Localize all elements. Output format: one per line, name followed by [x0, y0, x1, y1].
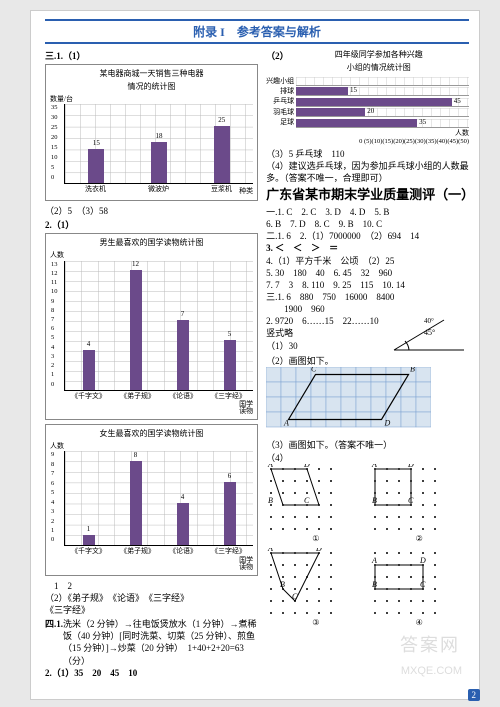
svg-text:B: B [372, 580, 377, 589]
svg-text:D: D [384, 419, 391, 428]
a2d: 5. 30 180 40 6. 45 32 960 [266, 267, 469, 279]
exam-title: 广东省某市期末学业质量测评（一） [266, 186, 469, 204]
a3: 三.1. 6 880 750 16000 8400 [266, 291, 469, 303]
chart2-ylab: 人数 [50, 251, 253, 260]
chart3-ylab: 人数 [50, 442, 253, 451]
chart1-title1: 某电器商城一天销售三种电器 [50, 69, 253, 80]
dot-panels: ADBC①ADBC②ADBC③ADBC④ [266, 464, 469, 630]
a1: 一.1. C 2. C 3. D 4. D 5. B [266, 206, 469, 218]
svg-text:A: A [267, 548, 273, 553]
svg-text:D: D [407, 464, 414, 469]
chart4-ticks: 0 (5)(10)(15)(20)(25)(30)(35)(40)(45)(50… [266, 138, 469, 147]
svg-text:B: B [410, 367, 415, 374]
page-header: 附录 I 参考答案与解析 [45, 19, 469, 44]
chart3-box: 女生最喜欢的国学读物统计图 人数 01234567891846《千字文》《弟子规… [45, 424, 258, 576]
a2: 二.1. 6 2.（1）7000000 （2）694 14 [266, 230, 469, 242]
a1b: 6. B 7. D 8. C 9. B 10. C [266, 218, 469, 230]
svg-text:D: D [303, 464, 310, 469]
svg-text:45°: 45° [424, 328, 435, 337]
a2c: 4.（1）平方千米 公顷 （2）25 [266, 255, 469, 267]
svg-text:C: C [408, 496, 414, 505]
svg-text:40°: 40° [424, 317, 434, 325]
left-column: 三.1.（1） 某电器商城一天销售三种电器 情况的统计图 数量/台 051015… [45, 50, 258, 679]
sec-4-2: 2.（1）35 20 45 10 [45, 667, 258, 679]
chart1: 05101520253035151825洗衣机微波炉豆浆机种类 [50, 104, 253, 196]
svg-text:B: B [372, 496, 377, 505]
ans-2c: 《三字经》 [45, 604, 258, 616]
svg-text:B: B [280, 580, 285, 589]
svg-text:D: D [419, 556, 426, 565]
sec-2-label: 2.（1） [45, 219, 258, 231]
chart1-title2: 情况的统计图 [50, 82, 253, 93]
chart2-title: 男生最喜欢的国学读物统计图 [50, 238, 253, 249]
chart3-title: 女生最喜欢的国学读物统计图 [50, 429, 253, 440]
sec-3-1-label: 三.1.（1） [45, 50, 258, 62]
chart1-ylab: 数量/台 [50, 95, 253, 104]
right-column: （2） 四年级同学参加各种兴趣 小组的情况统计图 兴趣小组排球15乒乓球45羽毛… [266, 50, 469, 679]
ans-2a: 1 2 [45, 580, 258, 592]
ans-3-1: （2）5 （3）58 [45, 205, 258, 217]
a3e: （2）画图如下。 [266, 355, 469, 367]
watermark-url: MXQE.COM [401, 665, 462, 677]
a3b: 1900 960 [266, 303, 469, 315]
r-ans2: （4）建议选乒乓球，因为参加乒乓球小组的人数最多。（答案不唯一，合理即可） [266, 160, 469, 184]
chart4-title1: 四年级同学参加各种兴趣 [289, 50, 469, 61]
a2e: 7. 7 3 8. 110 9. 25 115 10. 14 [266, 279, 469, 291]
page: 附录 I 参考答案与解析 三.1.（1） 某电器商城一天销售三种电器 情况的统计… [30, 10, 480, 700]
svg-text:A: A [267, 464, 273, 469]
svg-text:B: B [268, 496, 273, 505]
svg-text:A: A [283, 419, 289, 428]
chart2-box: 男生最喜欢的国学读物统计图 人数 01234567891011121341275… [45, 233, 258, 420]
svg-text:C: C [304, 496, 310, 505]
chart1-box: 某电器商城一天销售三种电器 情况的统计图 数量/台 05101520253035… [45, 64, 258, 201]
svg-text:C: C [292, 592, 298, 601]
a3c: 2. 9720 6……15 22……10 竖式略 [266, 315, 385, 339]
svg-text:A: A [371, 556, 377, 565]
angle-diagram: 45° 40° [389, 315, 469, 355]
columns: 三.1.（1） 某电器商城一天销售三种电器 情况的统计图 数量/台 051015… [45, 50, 469, 679]
ans-2b: （2）《弟子规》 《论语》 《三字经》 [45, 592, 258, 604]
page-number: 2 [468, 689, 481, 701]
chart2: 01234567891011121341275《千字文》《弟子规》《论语》《三字… [50, 261, 253, 415]
svg-text:A: A [371, 464, 377, 469]
sec-4-text: 洗米（2 分钟）→往电饭煲放水（1 分钟）→煮稀饭（40 分钟）[同时洗菜、切菜… [63, 618, 258, 667]
svg-text:C: C [311, 367, 317, 374]
a3g: （4） [266, 452, 469, 464]
a2b: 3. ＜ ＜ ＞ ＝ [266, 242, 469, 254]
parallelogram-grid: A B C D [266, 367, 431, 439]
r-ans1: （3）5 乒乓球 110 [266, 148, 469, 160]
right-sec-label: （2） [266, 50, 289, 76]
chart4-title2: 小组的情况统计图 [289, 63, 469, 74]
watermark: 答案网 [400, 631, 460, 657]
sec-4-label: 四.1. [45, 618, 63, 667]
a3f: （3）画图如下。（答案不唯一） [266, 439, 469, 451]
chart4: 兴趣小组排球15乒乓球45羽毛球20足球35人数 [266, 77, 469, 139]
a3d: （1）30 [266, 340, 385, 352]
svg-text:D: D [315, 548, 322, 553]
chart3: 01234567891846《千字文》《弟子规》《论语》《三字经》国学读物 [50, 451, 253, 570]
svg-text:C: C [420, 580, 426, 589]
